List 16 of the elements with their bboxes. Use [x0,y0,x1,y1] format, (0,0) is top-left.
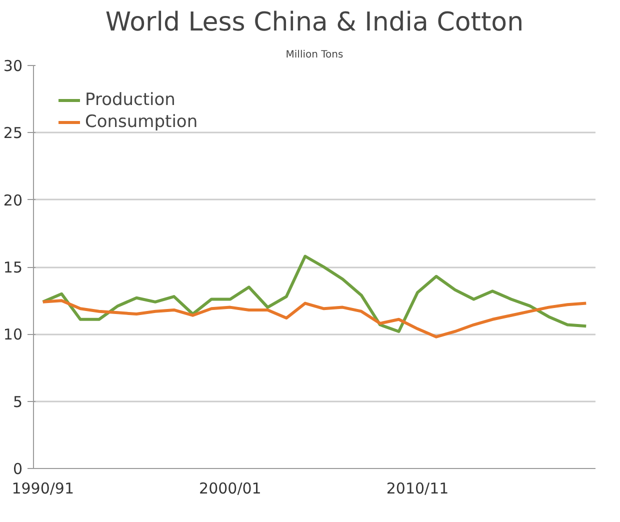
y-tick-label: 0 [12,460,23,478]
legend-label: Consumption [85,112,198,132]
y-tick-label: 30 [3,57,23,75]
y-tick-label: 10 [3,326,23,344]
legend-label: Production [85,90,176,110]
x-tick-label: 2000/01 [199,480,262,498]
x-tick-label: 1990/91 [12,480,74,498]
chart-title: World Less China & India Cotton [105,8,524,38]
line-series [41,254,588,333]
y-tick-label: 25 [3,124,23,142]
chart-subtitle: Million Tons [286,50,344,60]
y-tick-label: 15 [3,258,23,276]
x-tick-label: 2010/11 [386,480,449,498]
y-tick-label: 5 [12,392,23,411]
line-series [41,299,588,338]
y-tick-label: 20 [3,191,23,210]
